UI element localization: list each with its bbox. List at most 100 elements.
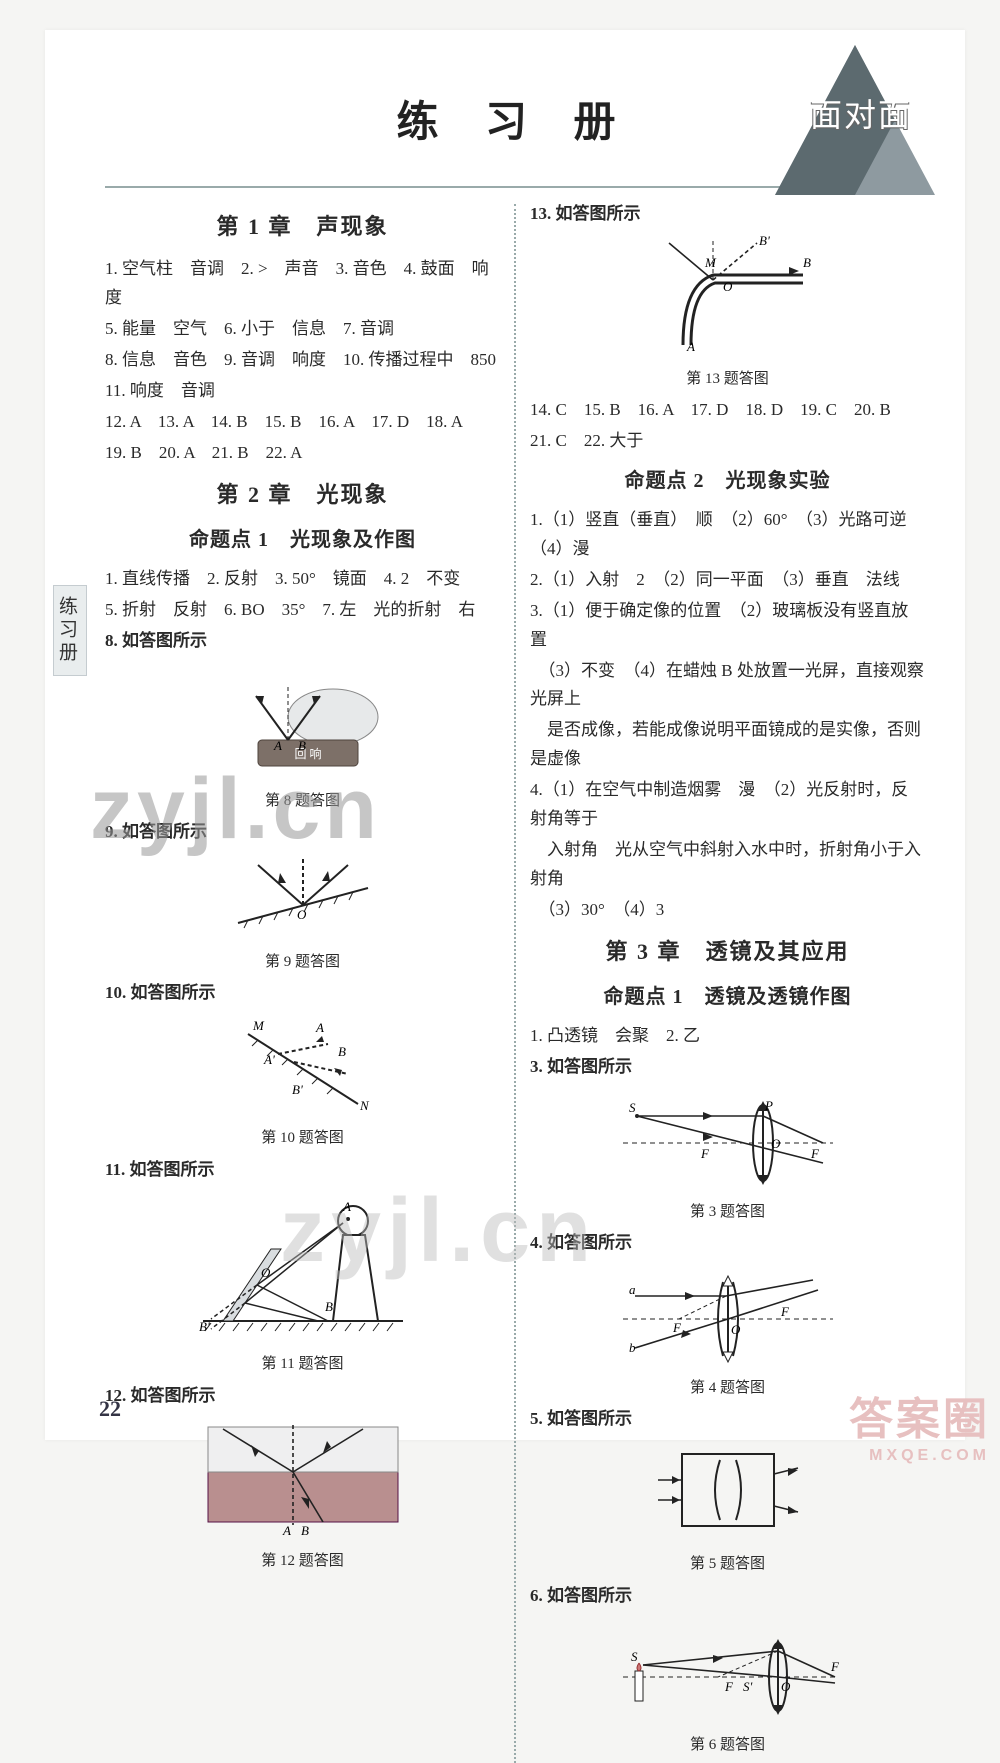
ans-line: 是否成像，若能成像说明平面镜成的是实像，否则是虚像 (530, 716, 925, 774)
ans-line: 入射角 光从空气中斜射入水中时，折射角小于入射角 (530, 836, 925, 894)
ans-line: 4.（1）在空气中制造烟雾 漫 （2）光反射时，反射角等于 (530, 776, 925, 834)
svg-text:O: O (297, 907, 307, 922)
ans-line: 1.（1）竖直（垂直） 顺 （2）60° （3）光路可逆 （4）漫 (530, 506, 925, 564)
svg-text:F: F (810, 1146, 820, 1161)
svg-text:F: F (780, 1304, 790, 1319)
figure-3: F F O S P 第 3 题答图 (530, 1088, 925, 1225)
ch3-title: 第 3 章 透镜及其应用 (530, 933, 925, 970)
ans-line: 8. 如答图所示 (105, 627, 500, 656)
ans-line: 8. 信息 音色 9. 音调 响度 10. 传播过程中 850 (105, 346, 500, 375)
figure-8-caption: 第 8 题答图 (105, 789, 500, 815)
right-column: 13. 如答图所示 B B' M O A 第 13 题答图 (530, 200, 925, 1763)
ans-line: 2.（1）入射 2 （2）同一平面 （3）垂直 法线 (530, 566, 925, 595)
svg-text:A: A (273, 738, 282, 753)
figure-10-caption: 第 10 题答图 (105, 1126, 500, 1152)
ans-line: 5. 能量 空气 6. 小于 信息 7. 音调 (105, 315, 500, 344)
figure-8: 回 响 A B 第 8 题答图 (105, 662, 500, 814)
q6: 6. 如答图所示 (530, 1582, 925, 1611)
svg-text:A: A (686, 339, 695, 354)
figure-13: B B' M O A 第 13 题答图 (530, 235, 925, 392)
figure-5: 第 5 题答图 (530, 1440, 925, 1577)
corner-badge-text: 面对面 (810, 90, 912, 136)
svg-text:B: B (298, 738, 306, 753)
topic3-title: 命题点 1 透镜及透镜作图 (530, 980, 925, 1014)
figure-6-caption: 第 6 题答图 (530, 1733, 925, 1759)
svg-text:B': B' (759, 235, 770, 248)
q4: 4. 如答图所示 (530, 1229, 925, 1258)
svg-text:F: F (724, 1679, 734, 1694)
q10: 10. 如答图所示 (105, 979, 500, 1008)
topic1-title: 命题点 1 光现象及作图 (105, 523, 500, 557)
ans-line: 1. 直线传播 2. 反射 3. 50° 镜面 4. 2 不变 (105, 565, 500, 594)
svg-text:O: O (723, 279, 733, 294)
figure-12: A B 第 12 题答图 (105, 1417, 500, 1574)
svg-text:B: B (803, 255, 811, 270)
svg-text:F: F (830, 1659, 840, 1674)
ans-line: （3）30° （4）3 (530, 896, 925, 925)
ans-line: （3）不变 （4）在蜡烛 B 处放置一光屏，直接观察光屏上 (530, 657, 925, 715)
figure-13-caption: 第 13 题答图 (530, 367, 925, 393)
ans-line: 21. C 22. 大于 (530, 427, 925, 456)
ans-line: 11. 响度 音调 (105, 377, 500, 406)
svg-text:S: S (631, 1649, 638, 1664)
svg-text:O: O (781, 1679, 791, 1694)
q5: 5. 如答图所示 (530, 1405, 925, 1434)
figure-4: F F O a b 第 4 题答图 (530, 1264, 925, 1401)
ans-line: 5. 折射 反射 6. BO 35° 7. 左 光的折射 右 (105, 596, 500, 625)
topic3-answers: 1. 凸透镜 会聚 2. 乙 3. 如答图所示 (530, 1022, 925, 1082)
figure-9-caption: 第 9 题答图 (105, 950, 500, 976)
svg-text:A: A (315, 1020, 324, 1035)
topic2-answers: 1.（1）竖直（垂直） 顺 （2）60° （3）光路可逆 （4）漫 2.（1）入… (530, 506, 925, 924)
svg-text:S: S (629, 1100, 636, 1115)
page-number: 22 (99, 1396, 121, 1422)
figure-3-caption: 第 3 题答图 (530, 1200, 925, 1226)
mc-answers: 14. C 15. B 16. A 17. D 18. D 19. C 20. … (530, 396, 925, 456)
svg-text:M: M (704, 255, 717, 270)
figure-6: S F S' O F 第 6 题答图 (530, 1617, 925, 1759)
svg-text:F: F (672, 1320, 682, 1335)
figure-12-caption: 第 12 题答图 (105, 1549, 500, 1575)
q13: 13. 如答图所示 (530, 200, 925, 229)
svg-text:A: A (282, 1523, 291, 1537)
figure-4-caption: 第 4 题答图 (530, 1376, 925, 1402)
topic1-answers: 1. 直线传播 2. 反射 3. 50° 镜面 4. 2 不变 5. 折射 反射… (105, 565, 500, 656)
svg-text:A': A' (263, 1052, 275, 1067)
svg-text:a: a (629, 1282, 636, 1297)
side-tab: 练习册 (53, 585, 87, 676)
corner-badge: 面对面 (775, 45, 935, 195)
page-header: 面对面 练 习 册 (105, 70, 925, 180)
figure-10: M A A' B B' N 第 10 题答图 (105, 1014, 500, 1151)
svg-text:N: N (359, 1098, 370, 1113)
body-columns: 第 1 章 声现象 1. 空气柱 音调 2. > 声音 3. 音色 4. 鼓面 … (105, 200, 925, 1763)
svg-text:F: F (700, 1146, 710, 1161)
ch1-title: 第 1 章 声现象 (105, 208, 500, 245)
ans-line: 1. 凸透镜 会聚 2. 乙 (530, 1022, 925, 1051)
ans-line: 14. C 15. B 16. A 17. D 18. D 19. C 20. … (530, 396, 925, 425)
ch1-answers: 1. 空气柱 音调 2. > 声音 3. 音色 4. 鼓面 响度 5. 能量 空… (105, 255, 500, 467)
svg-text:B: B (338, 1044, 346, 1059)
svg-text:M: M (252, 1018, 265, 1033)
topic2-title: 命题点 2 光现象实验 (530, 464, 925, 498)
page: 面对面 练 习 册 练习册 第 1 章 声现象 1. 空气柱 音调 2. > 声… (45, 30, 965, 1440)
svg-text:B': B' (199, 1319, 210, 1334)
svg-text:S': S' (743, 1679, 753, 1694)
left-column: 第 1 章 声现象 1. 空气柱 音调 2. > 声音 3. 音色 4. 鼓面 … (105, 200, 500, 1763)
figure-9: O 第 9 题答图 (105, 853, 500, 975)
ans-line: 12. A 13. A 14. B 15. B 16. A 17. D 18. … (105, 408, 500, 437)
svg-text:B: B (301, 1523, 309, 1537)
figure-5-caption: 第 5 题答图 (530, 1552, 925, 1578)
figure-11-caption: 第 11 题答图 (105, 1352, 500, 1378)
ans-line: 19. B 20. A 21. B 22. A (105, 439, 500, 468)
svg-text:O: O (261, 1265, 271, 1280)
svg-text:O: O (731, 1322, 741, 1337)
svg-text:B: B (325, 1299, 333, 1314)
svg-text:B': B' (292, 1082, 303, 1097)
column-divider (514, 204, 516, 1763)
figure-11: A O B B' 第 11 题答图 (105, 1191, 500, 1378)
svg-text:A: A (342, 1199, 351, 1214)
q11: 11. 如答图所示 (105, 1156, 500, 1185)
q9: 9. 如答图所示 (105, 818, 500, 847)
ans-line: 3. 如答图所示 (530, 1053, 925, 1082)
ch2-title: 第 2 章 光现象 (105, 476, 500, 513)
svg-text:O: O (771, 1136, 781, 1151)
